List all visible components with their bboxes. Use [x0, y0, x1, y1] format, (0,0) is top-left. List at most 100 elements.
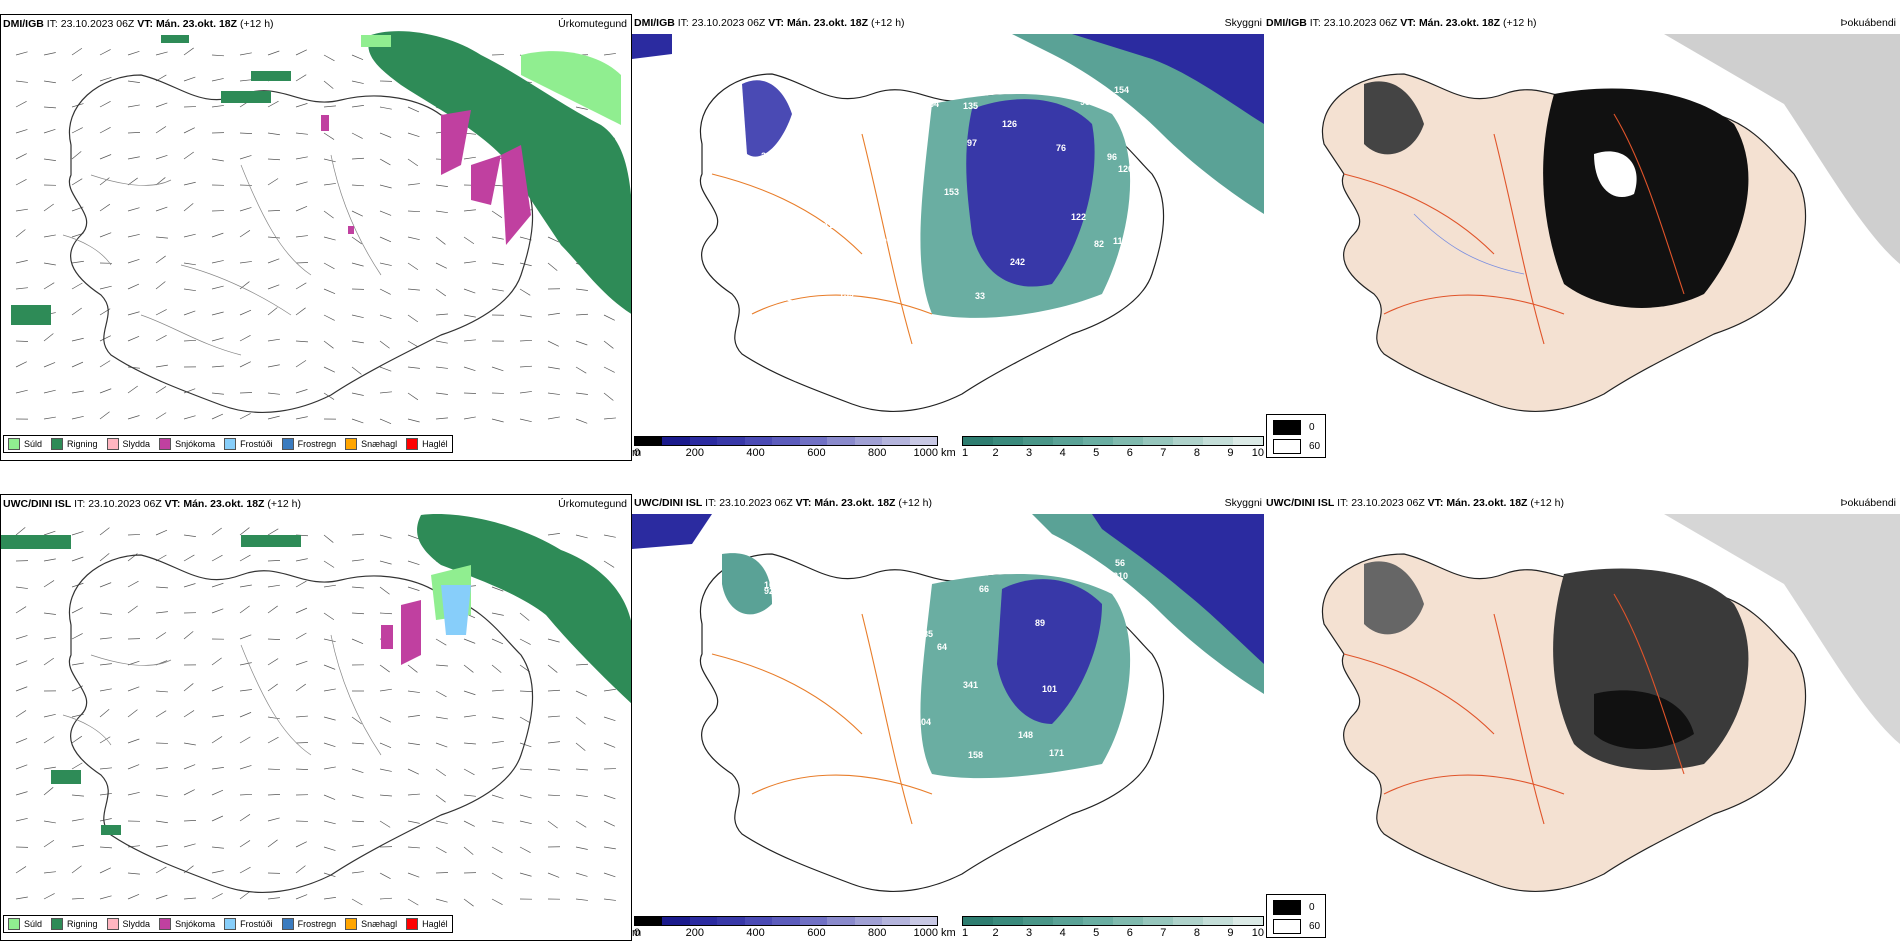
wind-barb [43, 52, 56, 56]
visibility-value-label: 138 [791, 238, 806, 248]
visibility-scale-m-top: 0 200 400 600 800 1000 [634, 436, 938, 459]
wind-barb [183, 820, 197, 822]
wind-barb [575, 418, 588, 424]
wind-barb [239, 605, 250, 614]
wind-barb [267, 716, 280, 720]
wind-barb [99, 154, 112, 160]
precip-panel-top: DMI/IGB IT: 23.10.2023 06Z VT: Mán. 23.o… [0, 14, 632, 461]
wind-barb [43, 893, 55, 900]
wind-barb [435, 638, 447, 646]
wind-barb [15, 361, 27, 368]
wind-barb [575, 690, 588, 697]
scale-tick-label: 6 [1126, 927, 1133, 939]
wind-barb [183, 554, 195, 562]
wind-barb [267, 132, 280, 136]
wind-barb [267, 284, 280, 290]
scale-tick-label: 800 [868, 447, 887, 459]
wind-barb [43, 713, 56, 718]
wind-barb [575, 794, 588, 798]
wind-barb [71, 415, 84, 420]
wind-barb [127, 50, 140, 56]
wind-barb [15, 817, 28, 822]
scale-tick-label: 600 [807, 447, 826, 459]
wind-barb [463, 846, 474, 855]
scale-tick-label: 1 [962, 447, 969, 459]
wind-barb [99, 177, 110, 186]
wind-barb [295, 632, 307, 640]
wind-barb [267, 158, 280, 161]
wind-barb [155, 255, 166, 264]
visibility-map-top: 61 96 126 120 106 115 147 185 82 95 94 122 76 142 138 1… [632, 34, 1264, 413]
wind-barb [239, 230, 251, 238]
wind-barb [127, 156, 140, 160]
wind-barb [519, 365, 532, 368]
panel-header: DMI/IGB IT: 23.10.2023 06Z VT: Mán. 23.o… [1266, 17, 1537, 29]
wind-barb [295, 181, 308, 186]
fog-map-top [1321, 34, 1900, 413]
wind-barb [491, 612, 504, 616]
wind-barb [239, 840, 251, 848]
wind-barb [575, 106, 588, 110]
visibility-panel-bottom: 99 135 89 56 104 81 98 66 54 69 64 101 104 92 109 122 15… [632, 494, 1264, 941]
wind-barb [211, 105, 224, 108]
wind-barb [183, 710, 195, 718]
wind-barb [435, 210, 448, 214]
wind-barb [211, 527, 222, 536]
wind-barb [575, 366, 587, 374]
wind-barb [127, 872, 140, 875]
visibility-value-label: 92 [764, 586, 774, 596]
wind-barb [239, 361, 251, 368]
wind-barb [239, 584, 252, 588]
visibility-value-label: 96 [1107, 152, 1117, 162]
wind-barb [183, 388, 196, 394]
wind-barb [267, 338, 280, 342]
wind-barb [239, 662, 252, 666]
visibility-value-label: 109 [826, 591, 841, 601]
wind-barb [575, 663, 588, 666]
wind-barb [267, 236, 280, 239]
wind-barb [183, 534, 196, 537]
wind-barb [351, 184, 364, 187]
scale-tick-label: 9 [1227, 447, 1234, 459]
wind-barb [99, 846, 112, 849]
wind-barb [575, 820, 587, 828]
wind-barb [491, 288, 504, 292]
wind-barb [15, 229, 26, 238]
wind-barb [295, 205, 308, 212]
legend-item: Snæhagl [345, 918, 397, 930]
visibility-value-label: 104 [908, 538, 923, 548]
wind-barb [127, 233, 140, 238]
panel-title-precip: Úrkomutegund [558, 498, 627, 510]
scale-bar [962, 436, 1264, 446]
wind-barb [379, 236, 392, 243]
visibility-value-label: 95 [1080, 97, 1090, 107]
wind-barb [127, 738, 140, 744]
wind-barb [351, 236, 362, 245]
wind-barb [239, 689, 252, 692]
wind-barb [211, 767, 224, 770]
visibility-value-label: 348 [813, 181, 828, 191]
snow-areas [381, 600, 421, 665]
scale-ticks: 0 200 400 600 800 1000 [634, 446, 938, 459]
wind-barb [127, 336, 140, 342]
wind-barb [379, 612, 392, 615]
wind-barb [491, 716, 504, 720]
visibility-value-label: 89 [1035, 618, 1045, 628]
wind-barb [211, 608, 224, 614]
wind-barb [71, 127, 83, 134]
wind-barb [491, 872, 503, 880]
wind-barb [491, 664, 502, 673]
wind-barb [351, 210, 363, 217]
wind-barb [183, 127, 195, 134]
wind-barb [267, 50, 280, 56]
wind-barb [155, 334, 167, 342]
wind-barb [183, 764, 196, 770]
wind-barb [547, 392, 560, 395]
wind-barb [351, 80, 364, 84]
wind-barb [519, 768, 532, 771]
wind-barb [15, 340, 29, 342]
wind-barb [99, 793, 112, 796]
wind-barb [575, 340, 588, 346]
wind-barb [267, 683, 278, 692]
wind-barb [99, 895, 112, 900]
